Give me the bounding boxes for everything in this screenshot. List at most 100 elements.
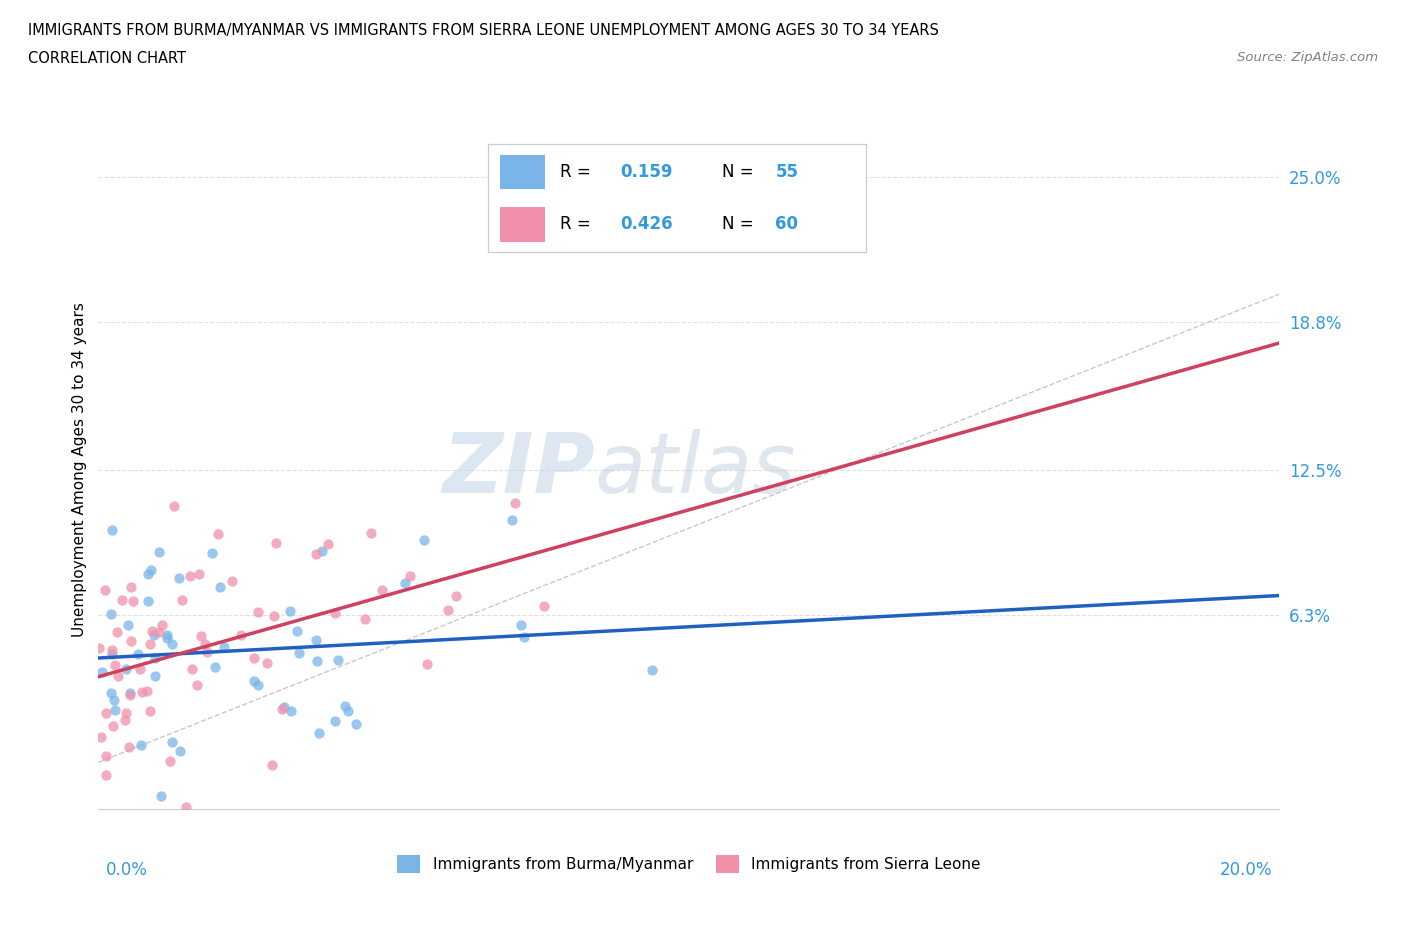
Point <box>413 532 436 547</box>
Point <box>316 537 339 551</box>
Legend: Immigrants from Burma/Myanmar, Immigrants from Sierra Leone: Immigrants from Burma/Myanmar, Immigrant… <box>391 849 987 880</box>
Text: IMMIGRANTS FROM BURMA/MYANMAR VS IMMIGRANTS FROM SIERRA LEONE UNEMPLOYMENT AMONG: IMMIGRANTS FROM BURMA/MYANMAR VS IMMIGRA… <box>28 23 939 38</box>
Point <box>260 758 283 773</box>
Point <box>323 713 346 728</box>
Point <box>141 624 163 639</box>
Point <box>104 658 127 672</box>
Point <box>263 609 285 624</box>
Point <box>120 633 142 648</box>
Point <box>120 580 142 595</box>
Point <box>162 637 184 652</box>
Point <box>169 743 191 758</box>
Point <box>87 641 110 656</box>
Point <box>114 712 136 727</box>
Point <box>143 651 166 666</box>
Point <box>305 633 328 648</box>
Point <box>139 563 162 578</box>
Point <box>197 644 219 659</box>
Point <box>136 566 159 581</box>
Text: 20.0%: 20.0% <box>1220 860 1272 879</box>
Point <box>188 566 211 581</box>
Point <box>243 673 266 688</box>
Point <box>100 685 122 700</box>
Point <box>100 643 122 658</box>
Point <box>118 687 141 702</box>
Point <box>150 789 173 804</box>
Point <box>122 593 145 608</box>
Point <box>337 703 360 718</box>
Point <box>174 800 197 815</box>
Point <box>179 568 201 583</box>
Point <box>101 646 124 661</box>
Point <box>273 699 295 714</box>
Point <box>285 623 308 638</box>
Point <box>437 603 460 618</box>
Point <box>117 618 139 632</box>
Point <box>111 592 134 607</box>
Point <box>104 702 127 717</box>
Point <box>212 639 235 654</box>
Text: ZIP: ZIP <box>441 429 595 511</box>
Point <box>370 582 392 597</box>
Point <box>221 574 243 589</box>
Point <box>163 498 186 513</box>
Point <box>138 636 160 651</box>
Point <box>107 668 129 683</box>
Point <box>353 612 375 627</box>
Point <box>344 717 367 732</box>
Point <box>501 512 523 527</box>
Y-axis label: Unemployment Among Ages 30 to 34 years: Unemployment Among Ages 30 to 34 years <box>72 302 87 637</box>
Point <box>308 725 330 740</box>
Point <box>160 735 183 750</box>
Point <box>127 647 149 662</box>
Point <box>247 678 270 693</box>
Point <box>416 657 439 671</box>
Point <box>101 523 124 538</box>
Point <box>94 749 117 764</box>
Point <box>533 598 555 613</box>
Point <box>159 754 181 769</box>
Point <box>208 579 231 594</box>
Point <box>90 729 112 744</box>
Point <box>503 495 526 510</box>
Point <box>101 719 124 734</box>
Point <box>513 630 536 644</box>
Point <box>114 662 136 677</box>
Point <box>398 568 420 583</box>
Point <box>150 618 173 632</box>
Point <box>136 593 159 608</box>
Point <box>143 628 166 643</box>
Point <box>105 624 128 639</box>
Text: Source: ZipAtlas.com: Source: ZipAtlas.com <box>1237 51 1378 64</box>
Point <box>181 662 204 677</box>
Point <box>118 739 141 754</box>
Point <box>243 650 266 665</box>
Point <box>156 628 179 643</box>
Point <box>129 737 152 752</box>
Point <box>641 662 664 677</box>
Point <box>305 547 328 562</box>
Point <box>103 693 125 708</box>
Point <box>194 636 217 651</box>
Point <box>94 767 117 782</box>
Point <box>100 606 122 621</box>
Point <box>91 664 114 679</box>
Point <box>280 604 302 618</box>
Point <box>129 661 152 676</box>
Text: CORRELATION CHART: CORRELATION CHART <box>28 51 186 66</box>
Point <box>201 545 224 560</box>
Point <box>288 645 311 660</box>
Point <box>271 701 294 716</box>
Point <box>190 629 212 644</box>
Point <box>305 654 328 669</box>
Point <box>94 582 117 597</box>
Point <box>444 589 467 604</box>
Point <box>264 536 287 551</box>
Point <box>148 545 170 560</box>
Point <box>172 593 194 608</box>
Point <box>207 527 229 542</box>
Point <box>280 704 302 719</box>
Text: atlas: atlas <box>595 429 796 511</box>
Point <box>148 625 170 640</box>
Point <box>323 605 346 620</box>
